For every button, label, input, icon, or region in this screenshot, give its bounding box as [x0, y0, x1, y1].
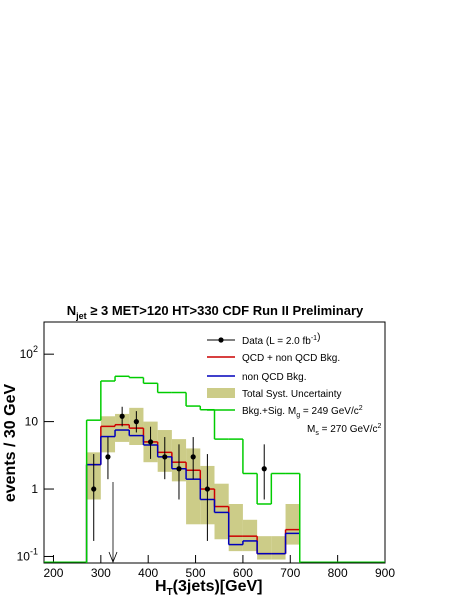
legend-swatch: [207, 388, 235, 398]
legend-text: g: [296, 412, 300, 419]
legend-label: Data (L = 2.0 fb-1): [242, 332, 320, 347]
y-tick-label: 1: [31, 482, 38, 496]
legend-text: -1: [311, 335, 317, 342]
xlabel-part: (3jets)[GeV]: [173, 578, 263, 595]
xlabel-part: H: [155, 578, 167, 595]
uncertainty-band: [214, 483, 229, 540]
legend-text: = 270 GeV/c: [319, 424, 378, 435]
legend-text: Total Syst. Uncertainty: [242, 389, 341, 400]
legend-text: = 249 GeV/c: [300, 406, 359, 417]
uncertainty-band: [271, 536, 286, 560]
legend-label: Total Syst. Uncertainty: [242, 389, 341, 400]
legend-label: QCD + non QCD Bkg.: [242, 353, 340, 364]
data-point: [204, 486, 210, 492]
y-tick-base: 10: [20, 347, 34, 361]
legend-text: 2: [359, 405, 363, 412]
data-point: [119, 413, 125, 419]
data-point: [176, 466, 182, 472]
data-point: [133, 419, 139, 425]
data-point: [261, 466, 267, 472]
legend-label: Bkg.+Sig. Mg = 249 GeV/c2: [242, 405, 363, 419]
x-tick-label: 200: [43, 566, 63, 580]
y-tick-exp: -1: [30, 546, 38, 556]
legend-text: Bkg.+Sig. M: [242, 406, 296, 417]
title-sub: jet: [75, 311, 87, 321]
x-tick-label: 800: [328, 566, 348, 580]
x-tick-label: 900: [375, 566, 395, 580]
data-point: [190, 454, 196, 460]
y-axis-label: events / 30 GeV: [2, 384, 19, 503]
title-part: ≥ 3 MET>120 HT>330 CDF Run II Preliminar…: [87, 303, 364, 318]
x-tick-label: 400: [138, 566, 158, 580]
data-point: [91, 486, 97, 492]
y-tick-label: 102: [20, 344, 38, 361]
title-part: N: [67, 303, 76, 318]
y-tick-exp: 2: [33, 344, 38, 354]
x-axis-label: HT(3jets)[GeV]: [155, 578, 262, 598]
chart-title: Njet ≥ 3 MET>120 HT>330 CDF Run II Preli…: [67, 303, 364, 321]
x-tick-label: 300: [91, 566, 111, 580]
uncertainty-band: [100, 416, 116, 453]
legend-label: Ms = 270 GeV/c2: [307, 423, 382, 437]
legend-text: M: [307, 424, 315, 435]
xlabel-sub: T: [167, 587, 173, 598]
x-tick-label: 500: [186, 566, 206, 580]
y-tick-label: 10-1: [17, 546, 38, 563]
x-tick-label: 600: [233, 566, 253, 580]
legend-text: non QCD Bkg.: [242, 372, 306, 383]
legend-text: s: [315, 430, 319, 437]
x-tick-label: 700: [280, 566, 300, 580]
uncertainty-band: [115, 413, 130, 442]
uncertainty-band: [285, 503, 300, 545]
legend-label: non QCD Bkg.: [242, 372, 306, 383]
uncertainty-band: [257, 536, 272, 560]
legend-text: Data (L = 2.0 fb: [242, 336, 311, 347]
uncertainty-band: [186, 448, 201, 525]
arrow-head: [108, 551, 118, 564]
plot-frame: [43, 321, 386, 564]
y-tick-label: 10: [25, 415, 39, 429]
legend-text: QCD + non QCD Bkg.: [242, 353, 340, 364]
data-point: [162, 454, 168, 460]
data-point: [105, 454, 111, 460]
data-point: [147, 439, 154, 445]
legend-swatch: [218, 337, 224, 343]
legend-text: ): [317, 332, 320, 343]
uncertainty-band: [228, 503, 243, 552]
y-tick-base: 10: [17, 549, 31, 563]
legend-text: 2: [378, 423, 382, 430]
